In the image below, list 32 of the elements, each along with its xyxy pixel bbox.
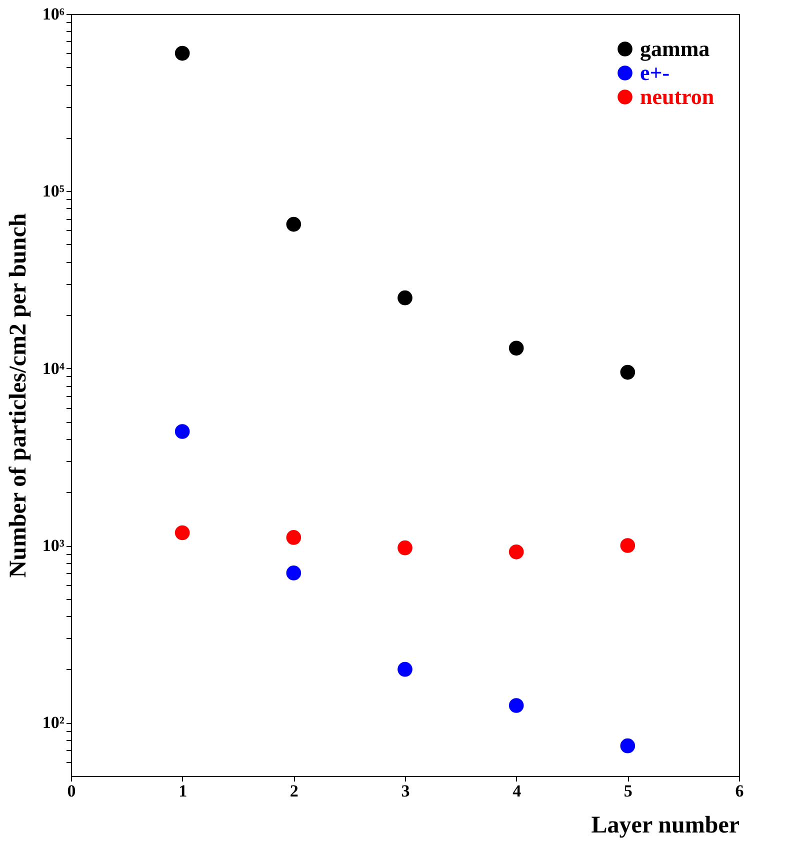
x-tick-label: 4 xyxy=(512,782,522,800)
point xyxy=(620,538,636,553)
y-axis-title: Number of particles/cm2 per bunch xyxy=(5,213,32,578)
x-tick-label: 3 xyxy=(401,782,410,800)
point xyxy=(620,738,636,754)
point xyxy=(398,662,412,677)
x-tick-label: 6 xyxy=(735,782,744,800)
point xyxy=(508,544,524,560)
y-tick-label: 10⁵ xyxy=(42,182,64,201)
y-tick-label: 10² xyxy=(42,713,64,732)
x-tick-label: 1 xyxy=(178,782,188,800)
x-tick-label: 5 xyxy=(624,782,632,800)
x-tick-label: 2 xyxy=(290,782,298,800)
legend-label: neutron xyxy=(640,84,714,109)
y-tick-label: 10⁶ xyxy=(42,4,64,24)
point xyxy=(286,530,302,545)
point xyxy=(174,424,190,439)
point xyxy=(286,216,302,232)
point xyxy=(508,698,524,713)
legend-label: gamma xyxy=(640,36,710,61)
y-tick-label: 10³ xyxy=(42,536,64,555)
point xyxy=(398,540,412,556)
legend-label: e+- xyxy=(640,60,670,85)
x-axis-title: Layer number xyxy=(591,812,740,838)
y-tick-label: 10⁴ xyxy=(42,358,64,378)
point xyxy=(398,290,412,306)
point xyxy=(620,364,636,380)
point xyxy=(286,566,302,580)
point xyxy=(174,525,190,540)
point xyxy=(508,340,524,356)
x-tick-label: 0 xyxy=(67,782,76,800)
point xyxy=(174,46,190,61)
